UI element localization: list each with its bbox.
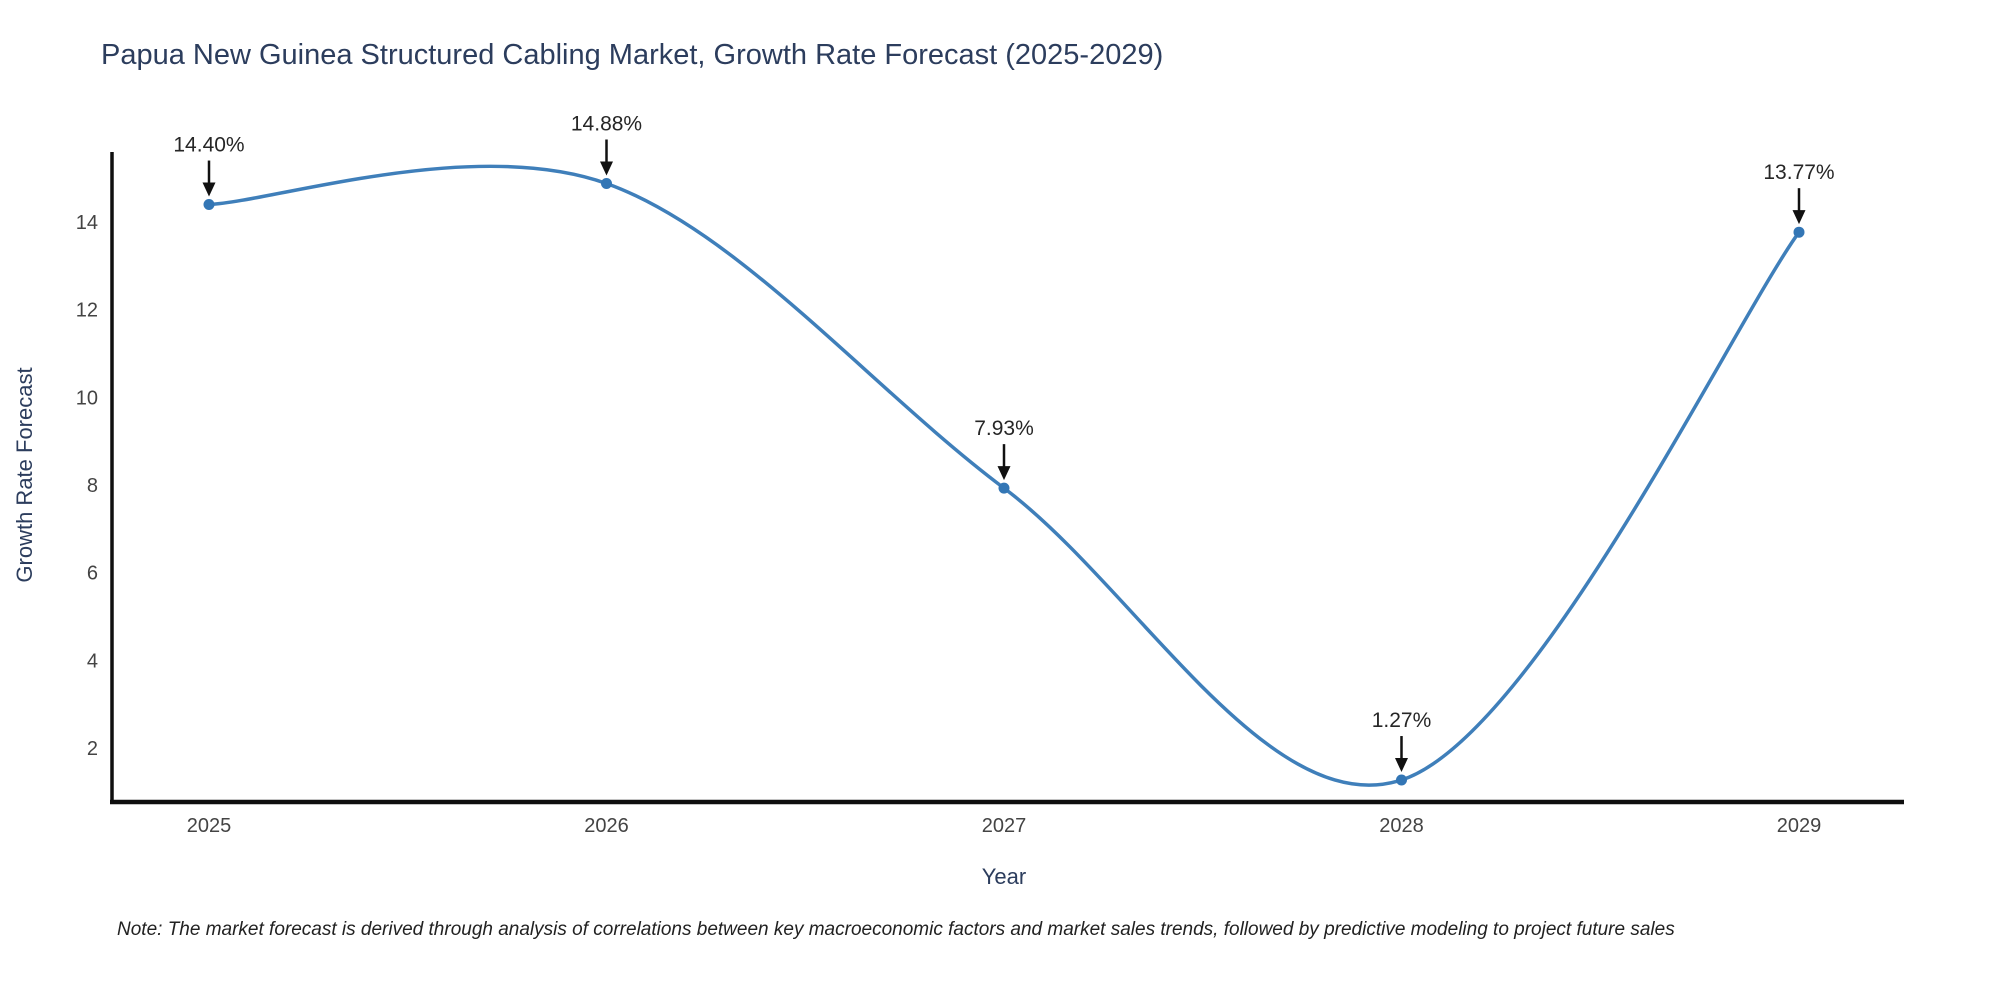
- annotation-label-2027: 7.93%: [974, 417, 1034, 440]
- annotation-label-2029: 13.77%: [1763, 161, 1834, 184]
- footnote: Note: The market forecast is derived thr…: [117, 919, 1675, 940]
- x-tick-label-2025: 2025: [187, 815, 232, 837]
- y-tick-label-14: 14: [76, 212, 98, 234]
- data-point-2028: [1396, 774, 1407, 786]
- annotation-label-2028: 1.27%: [1372, 709, 1432, 732]
- annotation-arrowhead-2026: [600, 161, 613, 176]
- annotation-label-2025: 14.40%: [173, 134, 244, 157]
- annotation-arrowhead-2028: [1395, 758, 1408, 773]
- annotation-arrowhead-2025: [202, 182, 216, 197]
- y-tick-label-10: 10: [76, 387, 98, 409]
- chart-title: Papua New Guinea Structured Cabling Mark…: [101, 39, 1164, 71]
- annotation-label-2026: 14.88%: [571, 113, 642, 136]
- y-tick-label-8: 8: [87, 475, 98, 497]
- data-point-2027: [998, 482, 1010, 494]
- growth-rate-spline: [207, 164, 1801, 787]
- y-tick-label-6: 6: [87, 563, 98, 585]
- x-tick-label-2028: 2028: [1379, 815, 1424, 837]
- annotation-arrowhead-2027: [997, 466, 1011, 481]
- y-tick-label-4: 4: [87, 650, 98, 672]
- data-point-2026: [601, 178, 612, 189]
- y-tick-label-12: 12: [76, 300, 98, 322]
- data-point-2025: [203, 199, 215, 210]
- annotation-arrowhead-2029: [1792, 210, 1806, 225]
- x-axis-title: Year: [981, 864, 1027, 889]
- x-tick-label-2027: 2027: [982, 815, 1027, 837]
- data-point-2029: [1793, 226, 1805, 238]
- x-tick-label-2029: 2029: [1777, 815, 1822, 837]
- x-tick-label-2026: 2026: [584, 815, 629, 837]
- y-tick-label-2: 2: [87, 738, 98, 760]
